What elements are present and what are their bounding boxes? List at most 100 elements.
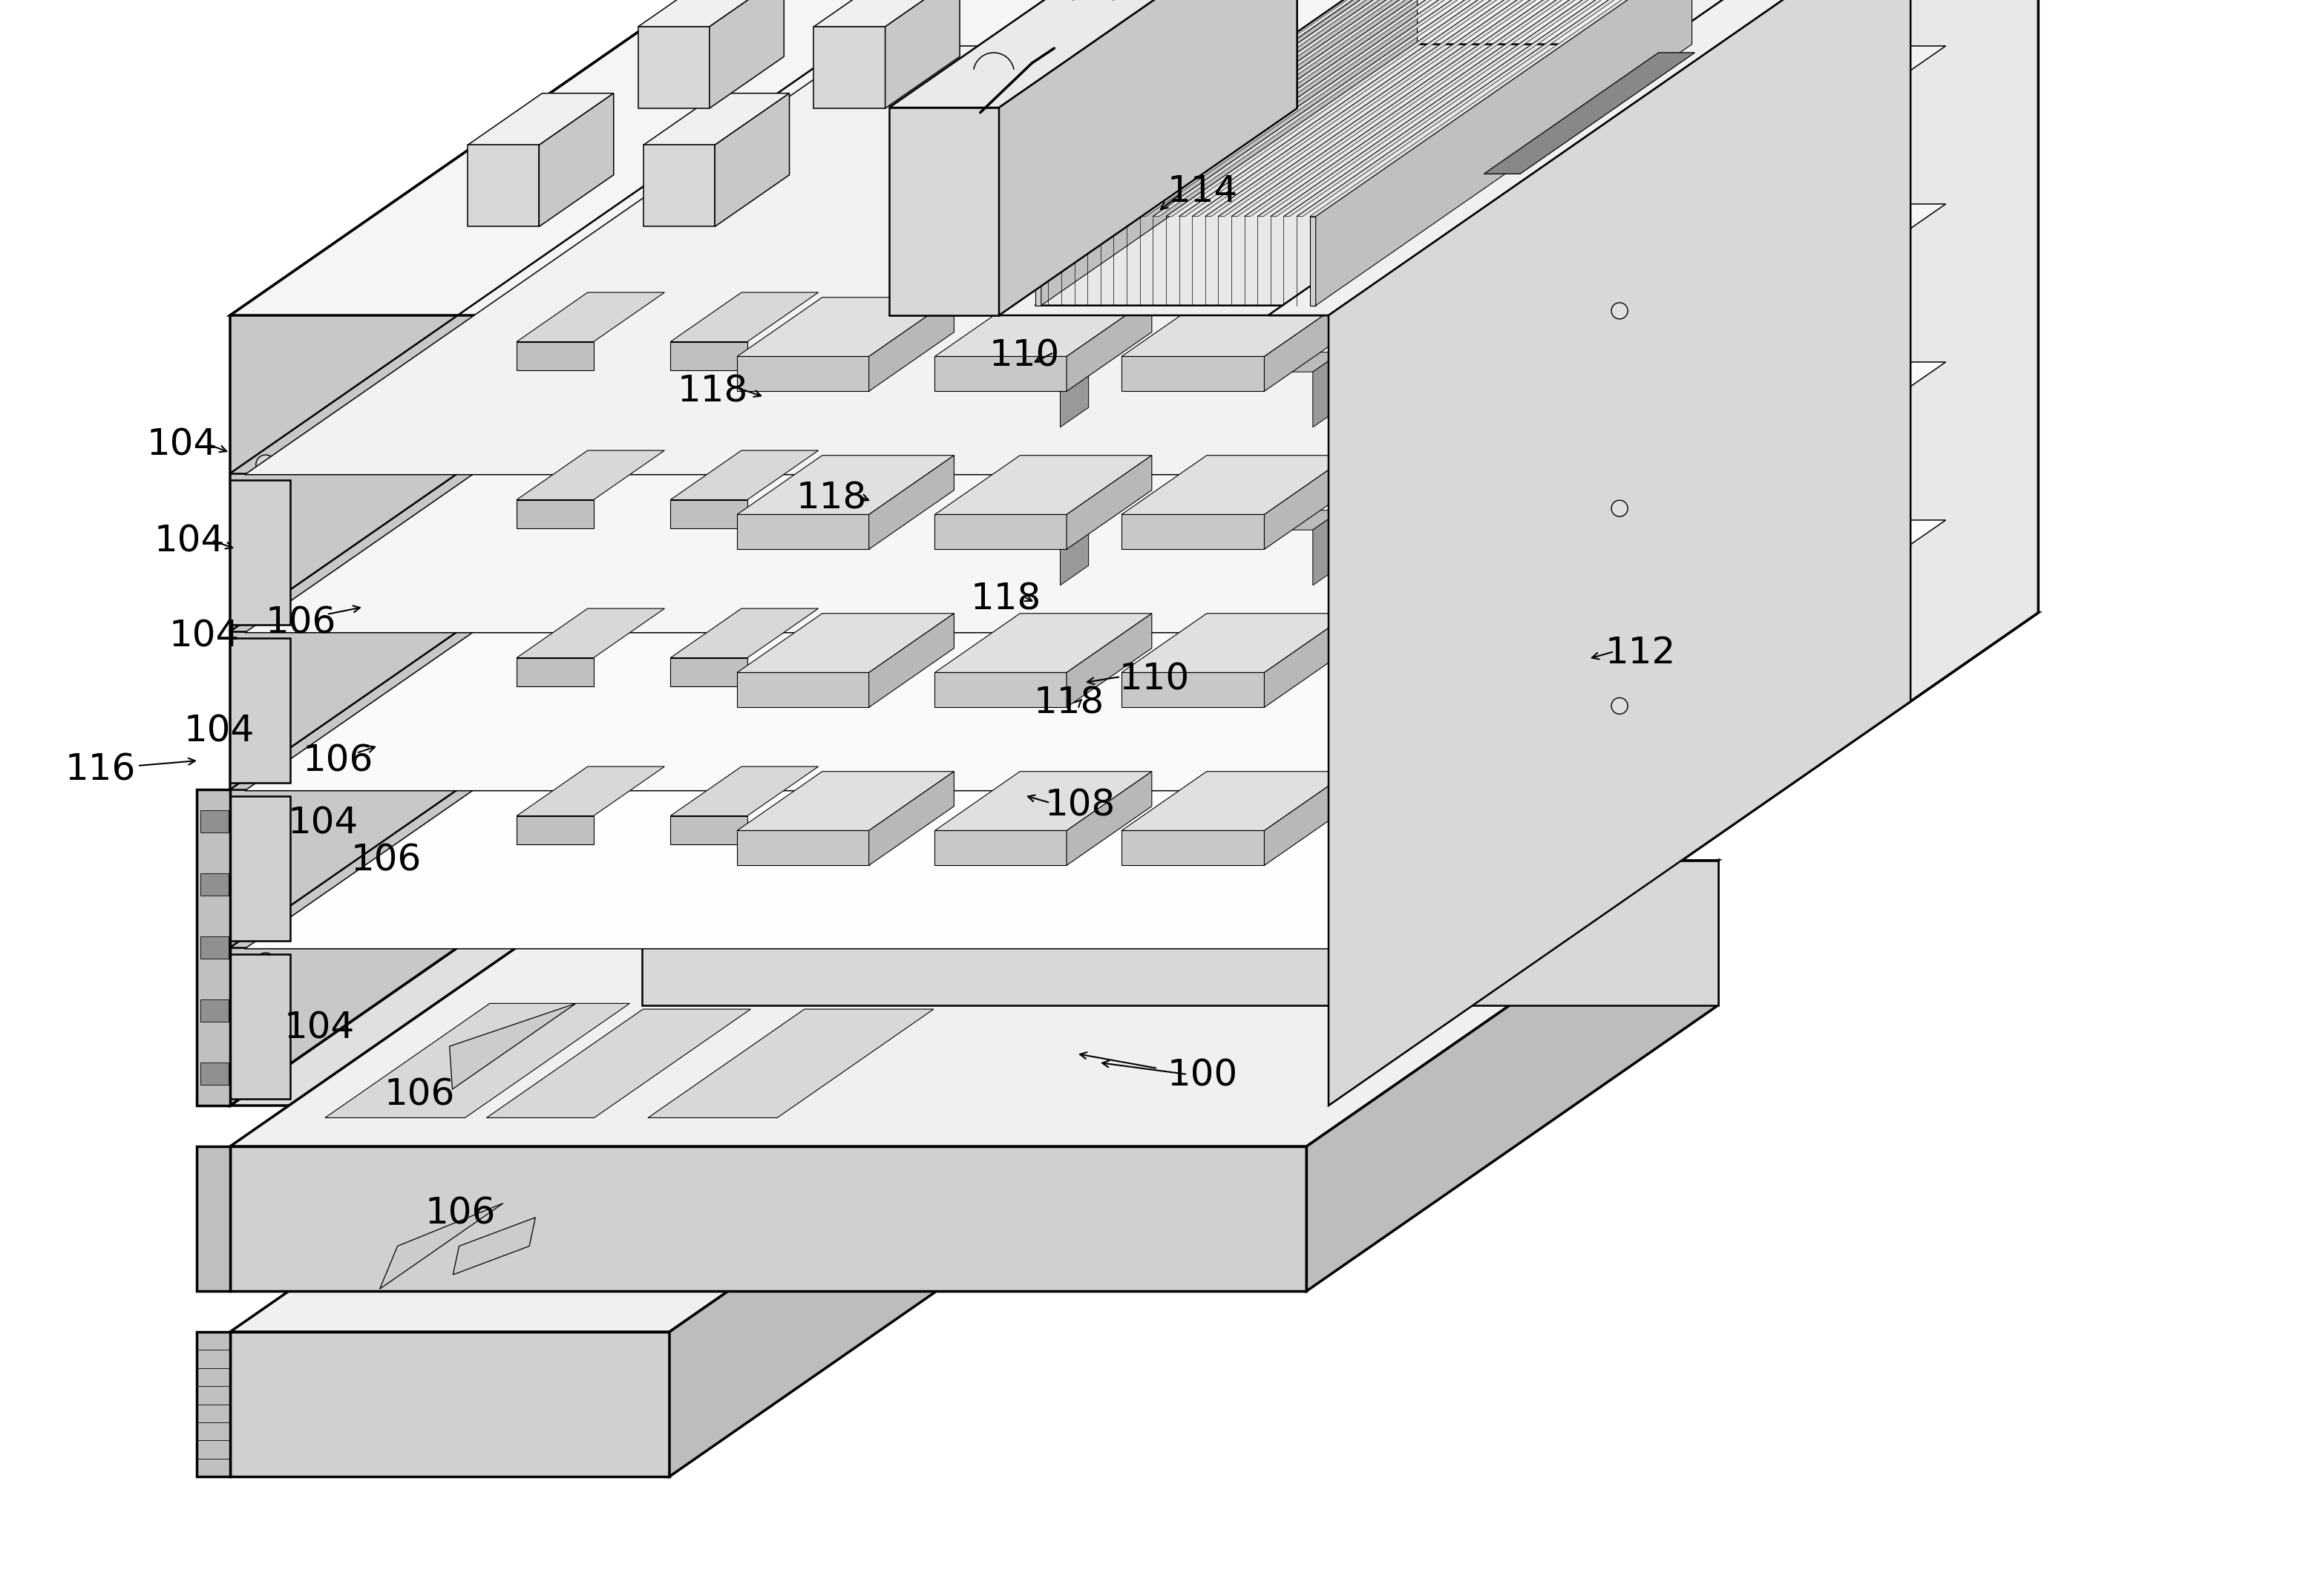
Polygon shape (1062, 0, 1443, 217)
Polygon shape (517, 500, 593, 528)
Text: 118: 118 (677, 373, 748, 410)
Polygon shape (1284, 0, 1665, 217)
Polygon shape (1478, 511, 1593, 530)
Polygon shape (231, 613, 2039, 1106)
Polygon shape (737, 613, 954, 672)
Polygon shape (201, 873, 229, 895)
Polygon shape (231, 1331, 670, 1476)
Polygon shape (326, 1004, 630, 1117)
Text: 116: 116 (65, 752, 136, 788)
Text: 106: 106 (383, 1077, 455, 1112)
Circle shape (1799, 188, 1817, 207)
Polygon shape (1314, 195, 1342, 270)
Polygon shape (231, 796, 291, 942)
Text: 118: 118 (1034, 686, 1104, 721)
Polygon shape (1245, 0, 1626, 217)
Polygon shape (670, 450, 817, 500)
Polygon shape (231, 0, 2039, 316)
Polygon shape (1152, 0, 1535, 217)
Polygon shape (379, 1203, 503, 1290)
Polygon shape (1485, 53, 1695, 174)
Polygon shape (644, 145, 716, 227)
Polygon shape (245, 362, 1946, 790)
Polygon shape (201, 999, 229, 1021)
Text: 108: 108 (1044, 787, 1115, 824)
Polygon shape (649, 1009, 933, 1117)
Polygon shape (1226, 353, 1342, 372)
Polygon shape (670, 658, 748, 686)
Text: 110: 110 (988, 338, 1060, 373)
Text: 106: 106 (266, 605, 337, 642)
Circle shape (1561, 188, 1582, 207)
Polygon shape (517, 292, 665, 342)
Polygon shape (201, 937, 229, 959)
Polygon shape (1309, 217, 1316, 305)
Text: 106: 106 (351, 843, 420, 878)
Polygon shape (935, 455, 1152, 514)
Polygon shape (1127, 0, 1508, 217)
Polygon shape (1478, 195, 1593, 214)
Polygon shape (935, 613, 1152, 672)
Polygon shape (709, 0, 785, 109)
Text: 104: 104 (155, 523, 224, 560)
Polygon shape (1000, 0, 1298, 316)
Circle shape (1660, 281, 1679, 300)
Polygon shape (1328, 0, 2039, 1106)
Polygon shape (1122, 613, 1348, 672)
Polygon shape (889, 0, 1298, 107)
Text: 104: 104 (289, 806, 358, 841)
Polygon shape (1298, 0, 1679, 217)
Polygon shape (469, 145, 538, 227)
Text: 118: 118 (970, 581, 1041, 618)
Polygon shape (868, 455, 954, 549)
Polygon shape (1034, 217, 1041, 305)
Text: 104: 104 (284, 1010, 356, 1045)
Polygon shape (231, 1146, 1307, 1291)
Polygon shape (1219, 0, 1600, 217)
Polygon shape (737, 771, 954, 830)
Text: 104: 104 (185, 713, 254, 749)
Polygon shape (517, 816, 593, 844)
Polygon shape (670, 292, 817, 342)
Polygon shape (813, 0, 961, 27)
Polygon shape (1226, 511, 1342, 530)
Polygon shape (670, 766, 817, 816)
Polygon shape (469, 93, 614, 145)
Polygon shape (1034, 45, 1686, 305)
Polygon shape (935, 771, 1152, 830)
Polygon shape (201, 809, 229, 832)
Polygon shape (1060, 195, 1088, 270)
Polygon shape (1060, 353, 1088, 428)
Polygon shape (1060, 511, 1088, 586)
Circle shape (1526, 525, 1542, 541)
Polygon shape (1122, 672, 1265, 707)
Polygon shape (517, 658, 593, 686)
Polygon shape (450, 1004, 575, 1088)
Circle shape (1526, 407, 1542, 423)
Polygon shape (517, 450, 665, 500)
Circle shape (256, 581, 275, 600)
Polygon shape (1034, 0, 1418, 217)
Polygon shape (1048, 0, 1429, 217)
Polygon shape (972, 195, 1088, 214)
Polygon shape (737, 356, 868, 391)
Circle shape (256, 715, 275, 734)
Text: 106: 106 (302, 742, 374, 779)
Circle shape (1561, 425, 1582, 444)
Polygon shape (1122, 455, 1348, 514)
Text: 106: 106 (425, 1195, 496, 1231)
Polygon shape (1307, 860, 1718, 1291)
Polygon shape (889, 107, 1000, 316)
Circle shape (1612, 303, 1628, 319)
Polygon shape (1258, 0, 1639, 217)
Polygon shape (1041, 0, 1418, 305)
Polygon shape (453, 1218, 536, 1275)
Polygon shape (868, 297, 954, 391)
Polygon shape (1309, 0, 1692, 217)
Polygon shape (196, 790, 231, 1106)
Polygon shape (1180, 0, 1561, 217)
Polygon shape (1328, 0, 1910, 1106)
Polygon shape (1088, 0, 1469, 217)
Text: 104: 104 (169, 619, 240, 654)
Circle shape (1589, 330, 1607, 348)
